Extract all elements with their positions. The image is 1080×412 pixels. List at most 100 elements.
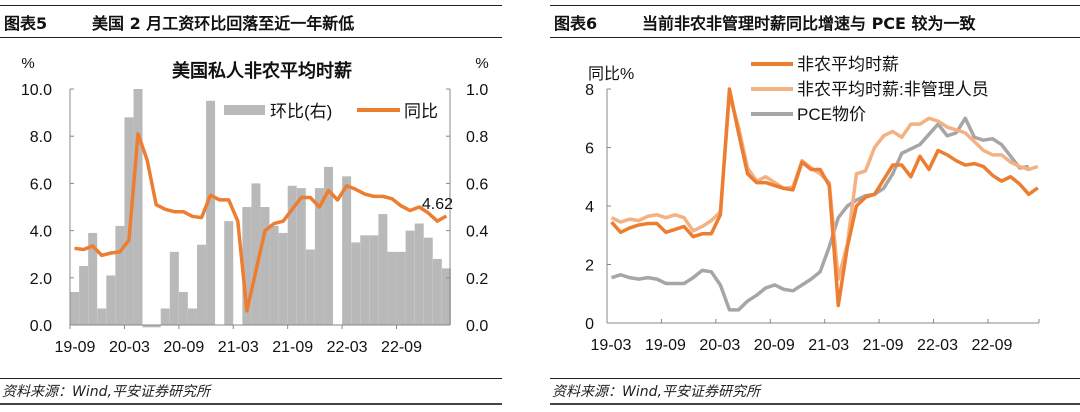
y-tick-label-left: 0.0 bbox=[30, 318, 52, 335]
bar-mom bbox=[369, 235, 379, 325]
y-tick-label: 8 bbox=[585, 82, 594, 99]
bar-mom bbox=[441, 268, 451, 325]
bar-mom bbox=[387, 251, 397, 325]
x-tick-label: 22-03 bbox=[327, 339, 368, 356]
y-axis-label: 同比% bbox=[588, 65, 634, 83]
bar-mom bbox=[79, 266, 89, 325]
bar-mom bbox=[115, 225, 125, 325]
bar-mom bbox=[287, 185, 297, 325]
y-axis-label-left: % bbox=[21, 55, 34, 72]
bar-mom bbox=[378, 214, 388, 325]
data-label-last: 4.62 bbox=[422, 196, 453, 213]
bar-mom bbox=[160, 308, 170, 325]
figure-header: 图表5 美国 2 月工资环比回落至近一年新低 bbox=[4, 10, 354, 34]
bar-mom bbox=[251, 183, 261, 325]
y-tick-label-right: 0.2 bbox=[466, 271, 488, 288]
y-tick-label-left: 6.0 bbox=[30, 176, 52, 193]
x-tick-label: 22-03 bbox=[917, 337, 958, 354]
x-tick-label: 21-09 bbox=[863, 337, 904, 354]
x-tick-label: 20-03 bbox=[109, 339, 150, 356]
divider bbox=[0, 403, 502, 405]
divider bbox=[0, 5, 502, 6]
line-series-2 bbox=[610, 116, 1030, 312]
legend-label: 同比 bbox=[404, 102, 438, 121]
bar-mom bbox=[342, 176, 352, 325]
divider bbox=[550, 378, 1080, 379]
bar-mom bbox=[187, 308, 197, 325]
bar-mom bbox=[70, 291, 80, 325]
line-yoy bbox=[74, 132, 448, 313]
x-tick-label: 20-09 bbox=[163, 339, 204, 356]
y-tick-label-left: 2.0 bbox=[30, 271, 52, 288]
figure-title: 美国 2 月工资环比回落至近一年新低 bbox=[92, 14, 355, 33]
y-tick-label: 0 bbox=[585, 316, 594, 333]
bar-mom bbox=[323, 166, 333, 325]
bar-mom bbox=[224, 221, 234, 325]
wage-pce-line-chart: 0 2 4 6 8 19-03 19-09 20-03 20-09 21-03 21-09 22-03… bbox=[585, 55, 1040, 354]
x-tick-label: 19-09 bbox=[645, 337, 686, 354]
x-tick-label: 21-09 bbox=[272, 339, 313, 356]
y-tick-label: 2 bbox=[585, 258, 594, 275]
divider bbox=[0, 378, 502, 379]
source-note: 资料来源：Wind,平安证券研究所 bbox=[552, 384, 760, 400]
bar-mom bbox=[314, 188, 324, 325]
figure-number: 图表6 bbox=[554, 14, 598, 33]
y-tick-label-right: 0.4 bbox=[466, 224, 488, 241]
bar-mom bbox=[351, 242, 361, 325]
bar-mom bbox=[360, 235, 370, 325]
bar-mom bbox=[432, 258, 442, 325]
y-tick-label-left: 10.0 bbox=[21, 82, 52, 99]
bar-mom bbox=[97, 308, 107, 325]
figure-title: 当前非农非管理时薪同比增速与 PCE 较为一致 bbox=[642, 14, 976, 33]
divider bbox=[550, 403, 1080, 405]
bar-mom bbox=[296, 188, 306, 325]
bar-mom bbox=[169, 251, 179, 325]
bar-mom bbox=[269, 225, 279, 325]
bar-mom bbox=[88, 232, 98, 325]
y-tick-label-right: 0.0 bbox=[466, 318, 488, 335]
y-axis-label-right: % bbox=[475, 55, 488, 72]
figure-5-panel: 图表5 美国 2 月工资环比回落至近一年新低 0.0 2.0 4.0 6.0 8.0 10.… bbox=[0, 0, 502, 412]
divider bbox=[0, 37, 502, 38]
x-tick-label: 22-09 bbox=[381, 339, 422, 356]
line-series-0 bbox=[610, 87, 1039, 308]
legend-label: PCE物价 bbox=[797, 105, 866, 124]
y-tick-label-left: 4.0 bbox=[30, 224, 52, 241]
chart-title: 美国私人非农平均时薪 bbox=[172, 60, 352, 81]
bar-mom bbox=[260, 207, 270, 325]
legend-bar-swatch bbox=[224, 105, 265, 115]
wage-bar-line-chart: 0.0 2.0 4.0 6.0 8.0 10.0 0.0 0.2 0.4 0.6 0.8 1.0 19-… bbox=[21, 55, 489, 356]
bar-mom bbox=[178, 291, 188, 325]
x-tick-label: 20-03 bbox=[699, 337, 740, 354]
y-tick-label-right: 0.6 bbox=[466, 176, 488, 193]
bar-mom bbox=[151, 325, 161, 328]
y-tick-label: 6 bbox=[585, 141, 594, 158]
legend-label: 非农平均时薪:非管理人员 bbox=[797, 80, 989, 99]
y-tick-label-right: 1.0 bbox=[466, 82, 488, 99]
bar-mom bbox=[197, 244, 207, 325]
bar-mom bbox=[305, 249, 315, 325]
figure-number: 图表5 bbox=[4, 14, 48, 33]
bar-mom bbox=[242, 207, 252, 325]
x-tick-label: 21-03 bbox=[218, 339, 259, 356]
figure-header: 图表6 当前非农非管理时薪同比增速与 PCE 较为一致 bbox=[554, 10, 976, 34]
bar-mom bbox=[206, 100, 216, 325]
bar-mom bbox=[278, 232, 288, 325]
y-tick-label-left: 8.0 bbox=[30, 129, 52, 146]
bar-mom bbox=[414, 223, 424, 325]
bar-mom bbox=[396, 251, 406, 325]
bar-mom bbox=[106, 275, 116, 325]
figure-6-panel: 图表6 当前非农非管理时薪同比增速与 PCE 较为一致 0 2 4 6 8 19-03 19-… bbox=[550, 0, 1080, 412]
y-tick-label: 4 bbox=[585, 199, 594, 216]
y-tick-label-right: 0.8 bbox=[466, 129, 488, 146]
x-tick-label: 22-09 bbox=[971, 337, 1012, 354]
source-note: 资料来源：Wind,平安证券研究所 bbox=[2, 384, 210, 400]
bar-mom bbox=[133, 89, 143, 325]
bar-mom bbox=[405, 230, 415, 325]
legend-label: 环比(右) bbox=[270, 102, 332, 121]
divider bbox=[550, 37, 1080, 38]
x-tick-label: 19-09 bbox=[55, 339, 96, 356]
bar-mom bbox=[142, 325, 152, 328]
legend-label: 非农平均时薪 bbox=[797, 55, 899, 74]
x-tick-label: 19-03 bbox=[591, 337, 632, 354]
